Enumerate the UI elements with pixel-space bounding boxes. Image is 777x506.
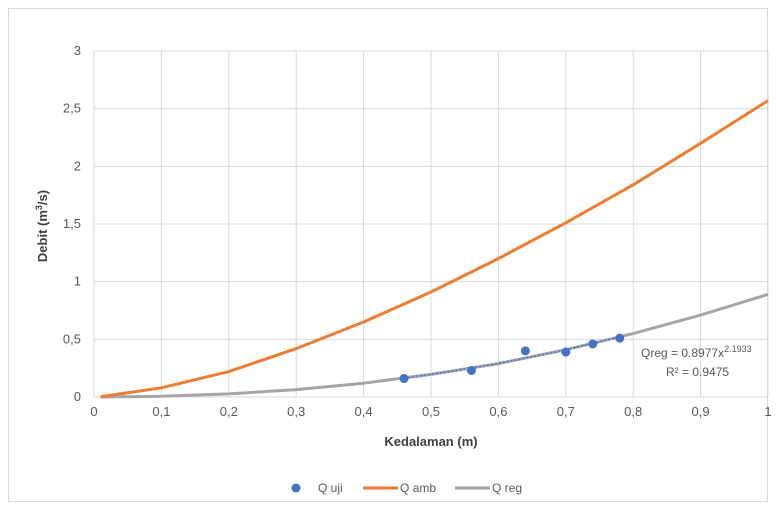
q-reg-line — [100, 292, 769, 399]
x-tick-label: 0,1 — [152, 404, 170, 419]
legend-marker-q-uji — [291, 483, 301, 493]
x-tick-label: 0,4 — [355, 404, 373, 419]
y-axis-title-end: /s) — [35, 190, 50, 205]
y-tick-label: 1 — [74, 274, 81, 289]
q-uji-point — [615, 333, 625, 343]
trendline-equation: Qreg = 0.8977x2.1933 — [641, 344, 752, 360]
x-tick-label: 0,2 — [220, 404, 238, 419]
x-tick-label: 0,5 — [422, 404, 440, 419]
q-uji-point — [520, 346, 530, 356]
q-amb-line — [100, 99, 769, 399]
y-axis-title: Debit (m3/s) — [34, 190, 50, 262]
x-tick-label: 0,9 — [692, 404, 710, 419]
x-tick-label: 0,6 — [489, 404, 507, 419]
y-tick-label: 0 — [74, 389, 81, 404]
x-tick-label: 1 — [764, 404, 771, 419]
series-layer — [100, 99, 769, 399]
x-axis-title: Kedalaman (m) — [384, 434, 477, 449]
trendline-r2: R² = 0.9475 — [666, 365, 729, 379]
legend-label-q-amb: Q amb — [400, 481, 436, 495]
q-uji-point — [561, 347, 571, 357]
x-tick-label: 0,3 — [287, 404, 305, 419]
x-tick-label: 0 — [90, 404, 97, 419]
y-axis-title-sup: 3 — [34, 205, 44, 210]
y-tick-label: 1,5 — [63, 216, 81, 231]
q-uji-point — [588, 339, 598, 349]
q-uji-point — [399, 374, 409, 384]
y-tick-label: 3 — [74, 43, 81, 58]
x-tick-label: 0,8 — [624, 404, 642, 419]
y-tick-label: 0,5 — [63, 331, 81, 346]
trendline — [403, 336, 620, 380]
y-axis-title-main: Debit (m — [35, 210, 50, 262]
legend: Q uji Q amb Q reg — [291, 481, 522, 495]
chart-area — [8, 8, 768, 502]
y-tick-label: 2 — [74, 158, 81, 173]
trendline-equation-prefix: Qreg = 0.8977x — [641, 346, 724, 360]
legend-label-q-reg: Q reg — [492, 481, 522, 495]
tick-labels: 0 0,1 0,2 0,3 0,4 0,5 0,6 0,7 0,8 0,9 1 0 0,5 1 1,5 2 2,… — [63, 43, 772, 419]
trendline-equation-exponent: 2.1933 — [724, 344, 752, 354]
y-tick-label: 2,5 — [63, 101, 81, 116]
x-tick-label: 0,7 — [557, 404, 575, 419]
legend-label-q-uji: Q uji — [318, 481, 343, 495]
q-uji-point — [466, 365, 476, 375]
gridlines — [93, 50, 769, 398]
